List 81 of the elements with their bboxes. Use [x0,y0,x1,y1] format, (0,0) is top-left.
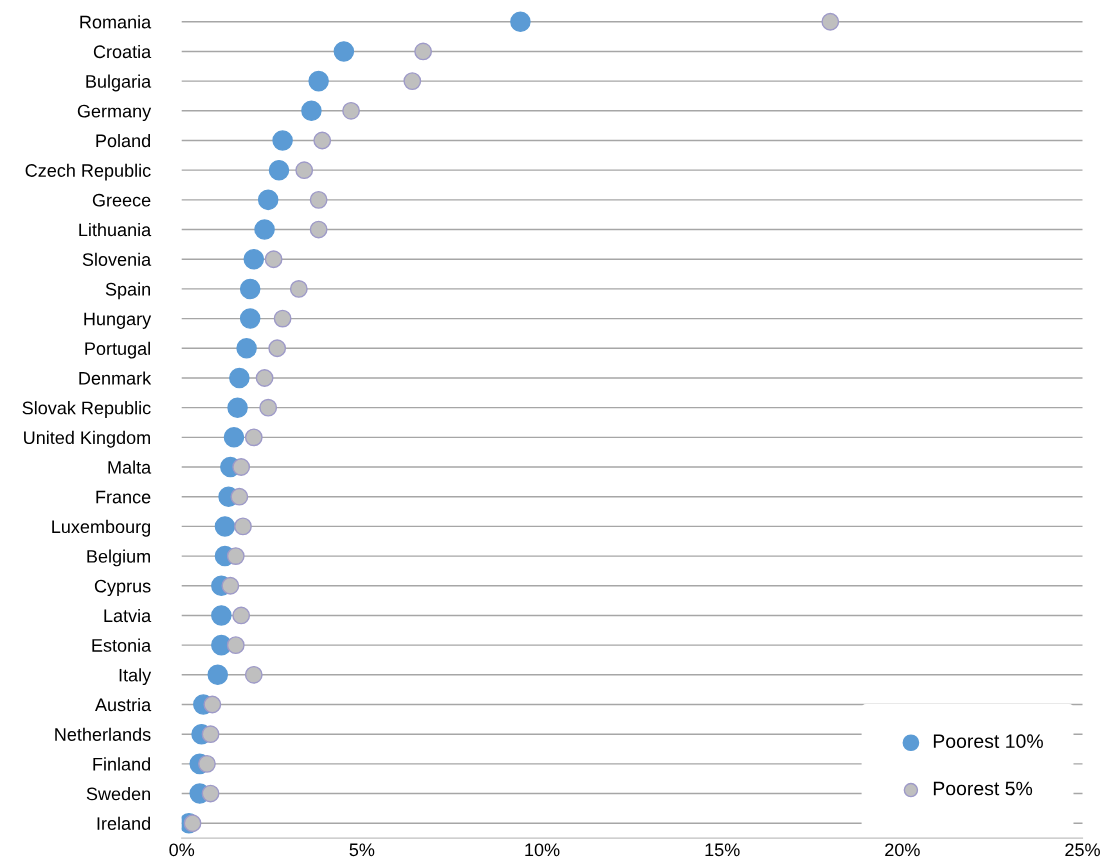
point [255,369,274,387]
point [244,665,263,684]
point [268,339,287,358]
point [254,219,275,240]
y-tick-label: Netherlands [55,727,151,741]
y-tick-label: Denmark [79,371,152,385]
point [821,12,840,31]
point [203,695,222,714]
y-tick-label: Estonia [92,638,152,652]
point [223,427,245,448]
y-tick-label: Portugal [85,341,150,359]
y-tick-label: Italy [119,668,152,686]
point [230,487,249,506]
y-tick-label: Czech Republic [25,163,151,181]
point [295,161,314,180]
point [403,72,422,91]
point [229,367,250,389]
y-tick-label: France [96,490,151,504]
y-tick-label: United Kingdom [24,430,150,448]
point [414,42,433,61]
point [309,190,328,209]
point [234,517,252,536]
y-tick-label: Finland [93,757,150,771]
y-tick-label: Latvia [104,608,152,623]
y-tick-label: Greece [92,193,151,207]
point [221,576,240,595]
point [243,248,265,270]
point [308,70,329,92]
point [313,131,332,150]
y-tick-label: Poland [96,133,150,148]
point [273,309,292,328]
point [201,725,220,744]
y-tick-label: Slovak Republic [22,401,151,418]
y-tick-label: Ireland [97,816,150,830]
point [259,398,278,417]
y-tick-label: Romania [80,15,152,29]
point [239,278,261,300]
point [244,428,263,447]
x-tick-label: 25% [1065,843,1100,857]
point [257,189,279,211]
point [333,41,355,62]
y-tick-label: Sweden [86,787,150,801]
point [226,547,245,565]
x-tick-label: 10% [525,843,560,857]
point [272,130,293,151]
point [342,101,360,120]
point [214,516,236,537]
point [232,458,251,476]
point [510,11,531,33]
point [264,250,283,269]
point [232,606,251,625]
y-tick-label: Belgium [87,549,150,567]
x-tick-label: 20% [885,843,920,857]
point [226,636,245,655]
point [289,280,308,298]
point [198,754,216,773]
y-tick-label: Bulgaria [86,74,152,92]
point [207,664,229,686]
point [227,397,248,418]
point [268,159,290,181]
legend-label: Poorest 5% [933,781,1033,796]
y-tick-label: Croatia [93,44,152,59]
point [236,338,257,359]
x-tick-label: 0% [169,843,195,857]
legend-label: Poorest 10% [933,734,1043,749]
y-tick-label: Slovenia [82,252,152,266]
point [201,784,220,803]
x-tick-label: 5% [349,843,375,857]
y-tick-label: Lithuania [79,223,152,237]
y-tick-label: Austria [95,697,152,712]
x-tick-label: 15% [705,843,740,857]
y-tick-label: Spain [105,282,150,300]
y-tick-label: Malta [108,460,152,474]
y-tick-label: Germany [77,104,152,122]
point [211,605,232,626]
point [239,308,261,329]
y-tick-label: Hungary [84,312,152,329]
y-tick-label: Luxembourg [52,519,150,537]
point [301,100,322,122]
point [309,220,328,239]
y-tick-label: Cyprus [94,579,151,597]
